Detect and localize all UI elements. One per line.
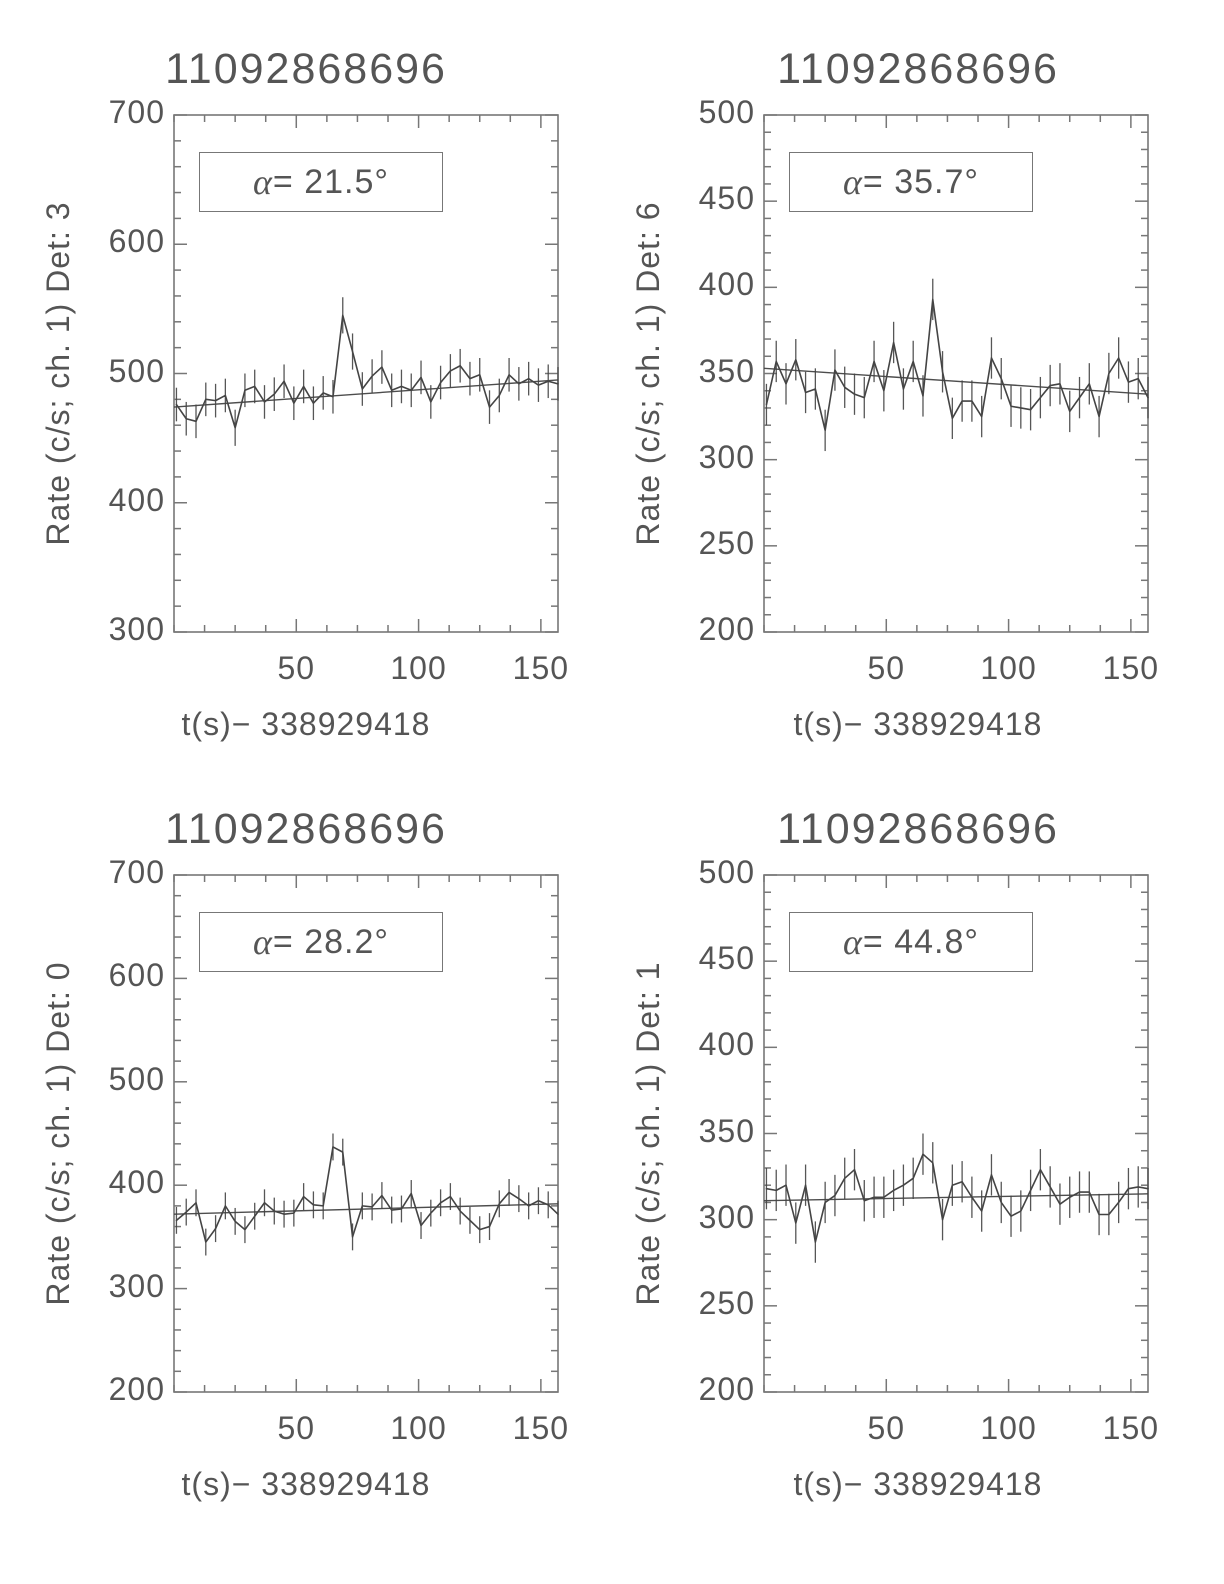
plot-area	[173, 874, 559, 1393]
lightcurve-line	[765, 1153, 1149, 1243]
plot-area	[763, 874, 1149, 1393]
y-tick-label: 500	[108, 1060, 165, 1097]
y-tick-label: 450	[698, 180, 755, 217]
alpha-value: = 35.7°	[862, 162, 979, 201]
x-tick-label: 50	[867, 650, 906, 686]
y-tick-label: 350	[698, 1112, 755, 1149]
y-tick-label: 200	[698, 611, 755, 647]
y-tick-label: 350	[698, 352, 755, 389]
y-tick-label: 450	[698, 940, 755, 977]
alpha-annotation-box: α = 35.7°	[789, 152, 1033, 212]
y-tick-label: 400	[698, 266, 755, 303]
alpha-symbol: α	[843, 162, 863, 202]
x-tick-label: 50	[867, 1410, 906, 1446]
y-tick-label: 500	[698, 854, 755, 890]
axis-ticks	[173, 874, 558, 1393]
x-tick-label: 50	[277, 1410, 316, 1446]
y-tick-label: 300	[108, 611, 165, 647]
lightcurve-line	[765, 298, 1149, 432]
x-axis-label: t(s)− 338929418	[793, 706, 1043, 742]
x-tick-label: 100	[390, 650, 447, 686]
alpha-symbol: α	[843, 922, 863, 962]
alpha-value: = 44.8°	[862, 922, 979, 961]
y-tick-label: 300	[698, 1198, 755, 1235]
axis-ticks	[763, 114, 1148, 633]
x-axis-label: t(s)− 338929418	[181, 706, 431, 742]
y-tick-label: 400	[698, 1026, 755, 1063]
y-tick-label: 500	[698, 94, 755, 130]
background-fit-line	[763, 367, 1149, 395]
y-tick-label: 300	[108, 1267, 165, 1304]
alpha-annotation-box: α = 21.5°	[199, 152, 443, 212]
background-fit-line	[173, 379, 559, 408]
x-tick-label: 150	[512, 650, 570, 686]
x-tick-label: 150	[512, 1410, 570, 1446]
plot-frame	[173, 874, 559, 1393]
alpha-symbol: α	[253, 922, 273, 962]
plot-area	[173, 114, 559, 633]
x-tick-label: 150	[1102, 1410, 1160, 1446]
x-tick-label: 150	[1102, 650, 1160, 686]
alpha-annotation-box: α = 44.8°	[789, 912, 1033, 972]
x-tick-label: 100	[980, 1410, 1037, 1446]
background-fit-line	[173, 1203, 559, 1215]
panel-title: 11092868696	[165, 805, 447, 853]
y-tick-label: 600	[108, 223, 165, 260]
lightcurve-line	[175, 314, 559, 429]
panel-title: 11092868696	[777, 45, 1059, 93]
panel-title: 11092868696	[777, 805, 1059, 853]
y-tick-label: 600	[108, 957, 165, 994]
panel-title: 11092868696	[165, 45, 447, 93]
plot-frame	[763, 114, 1149, 633]
axis-ticks	[763, 874, 1148, 1393]
error-bars	[175, 1133, 559, 1256]
y-tick-label: 300	[698, 438, 755, 475]
y-tick-label: 700	[108, 94, 165, 130]
axis-ticks	[173, 114, 558, 633]
y-tick-label: 250	[698, 524, 755, 561]
alpha-symbol: α	[253, 162, 273, 202]
y-tick-label: 400	[108, 481, 165, 518]
y-tick-label: 500	[108, 352, 165, 389]
plot-frame	[763, 874, 1149, 1393]
x-tick-label: 100	[980, 650, 1037, 686]
x-tick-label: 50	[277, 650, 316, 686]
alpha-value: = 21.5°	[272, 162, 389, 201]
alpha-value: = 28.2°	[272, 922, 389, 961]
y-tick-label: 250	[698, 1284, 755, 1321]
plot-area	[763, 114, 1149, 633]
y-tick-label: 200	[698, 1371, 755, 1407]
background-fit-line	[763, 1193, 1149, 1202]
x-axis-label: t(s)− 338929418	[793, 1466, 1043, 1502]
x-axis-label: t(s)− 338929418	[181, 1466, 431, 1502]
alpha-annotation-box: α = 28.2°	[199, 912, 443, 972]
y-tick-label: 700	[108, 854, 165, 890]
lightcurve-line	[175, 1146, 559, 1243]
x-tick-label: 100	[390, 1410, 447, 1446]
y-tick-label: 200	[108, 1371, 165, 1407]
error-bars	[765, 1133, 1149, 1263]
y-tick-label: 400	[108, 1164, 165, 1201]
plot-frame	[173, 114, 559, 633]
y-axis-label: Rate (c/s; ch. 1) Det: 0	[40, 961, 76, 1306]
